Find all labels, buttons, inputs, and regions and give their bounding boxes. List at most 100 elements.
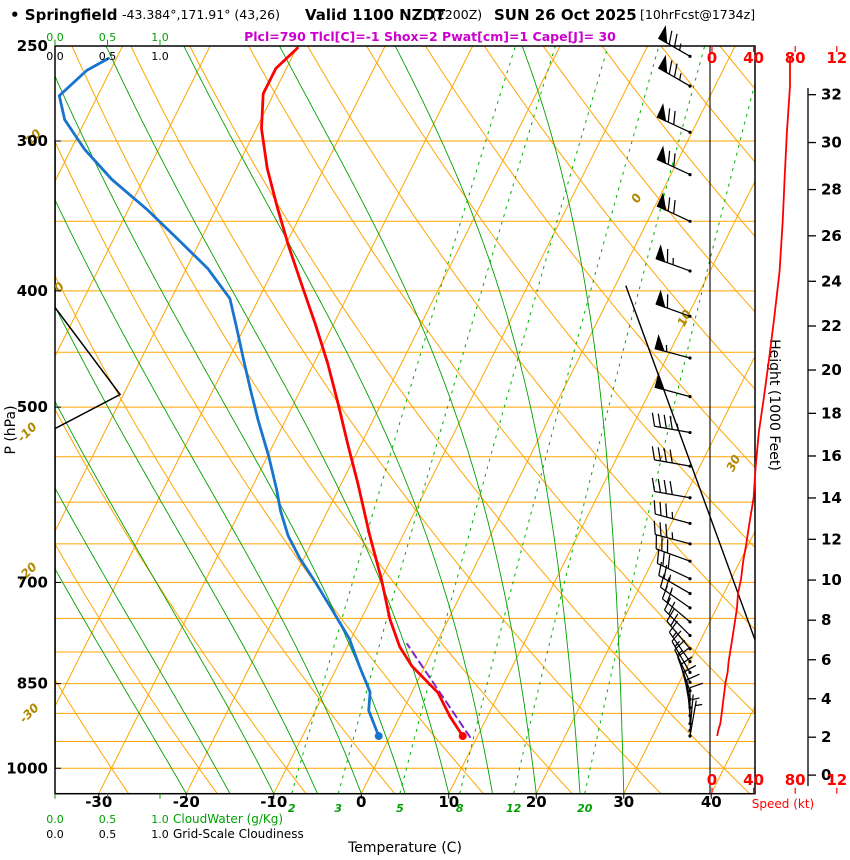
wind-barb (661, 585, 692, 624)
height-tick-label: 8 (821, 611, 831, 629)
cloudwater-scale-bottom: 0.0 (46, 813, 64, 826)
wind-barb (688, 700, 703, 738)
sounding-profiles (57, 46, 471, 741)
temperature-axis-title: Temperature (C) (347, 840, 462, 856)
cloudiness-scale-top: 1.0 (151, 50, 169, 63)
cloudwater-scale-bottom: 0.5 (99, 813, 117, 826)
dry-adiabat-label: 0 (51, 279, 67, 295)
mixing-ratio-labels: 2 3 5 8 12 20 (288, 802, 593, 815)
height-tick-label: 32 (821, 86, 842, 104)
mixing-ratio-label: 3 (334, 802, 342, 815)
height-tick-label: 22 (821, 317, 842, 335)
height-tick-label: 14 (821, 489, 842, 507)
mixing-ratio-label: 12 (506, 802, 522, 815)
cloudwater-scale-bottom: 1.0 (151, 813, 169, 826)
pressure-tick-label: 500 (17, 398, 48, 416)
height-tick-label: 16 (821, 447, 842, 465)
wind-barb (668, 620, 692, 664)
temperature-tick-label: 40 (701, 793, 722, 811)
wind-barb (654, 372, 692, 399)
background-lattice (55, 46, 755, 794)
dry-adiabat-grid (55, 46, 755, 794)
pressure-tick-label: 400 (17, 282, 48, 300)
temperature-tick-label: -30 (85, 793, 112, 811)
cloudiness-scale-bottom: 0.0 (46, 828, 64, 841)
station-coords: -43.384°,171.91° (43,26) (122, 7, 280, 22)
wind-barb (655, 244, 692, 273)
wind-barb (655, 289, 692, 318)
surface-dewpoint-dot (374, 732, 383, 741)
reference-line (625, 285, 755, 642)
sounding-parameters: Plcl=790 Tlcl[C]=-1 Shox=2 Pwat[cm]=1 Ca… (244, 29, 616, 44)
forecast-tag: [10hrFcst@1734z] (640, 7, 755, 22)
cloudiness-scale-bottom: 1.0 (151, 828, 169, 841)
isotherm-label: 30 (723, 453, 743, 474)
height-axis-title: Height (1000 Feet) (766, 339, 782, 471)
speed-tick-label-bottom: 80 (785, 771, 806, 789)
wind-speed-profile (716, 56, 791, 737)
height-tick-label: 10 (821, 571, 842, 589)
cloudiness-scale-top: 0.5 (99, 50, 117, 63)
height-tick-label: 0 (821, 766, 831, 784)
plot-frame (54, 45, 756, 795)
temperature-tick-label: 0 (356, 793, 366, 811)
isotherm-grid (55, 46, 755, 794)
temperature-tick-label: -10 (260, 793, 287, 811)
height-tick-label: 30 (821, 134, 842, 152)
wind-barb (671, 630, 692, 675)
temperature-curve (260, 46, 465, 738)
pressure-axis-labels: 250 300 400 500 700 850 1000 (6, 37, 61, 777)
cloudiness-scale-bottom: 0.5 (99, 828, 117, 841)
wind-barb (653, 500, 692, 525)
valid-time: Valid 1100 NZDT (305, 6, 446, 24)
speed-tick-label-bottom: 12 (826, 771, 847, 789)
temperature-tick-label: 30 (613, 793, 634, 811)
wind-barb (666, 609, 692, 651)
station-name: • Springfield (10, 6, 117, 24)
valid-zulu: (2200Z) (432, 7, 482, 22)
cloudwater-axis-title: CloudWater (g/Kg) (173, 812, 283, 826)
wind-barb (653, 520, 692, 546)
pressure-axis-title: P (hPa) (3, 405, 19, 454)
wind-barb (656, 192, 692, 223)
wind-barb (655, 535, 692, 563)
wind-barb (651, 477, 692, 500)
valid-date: SUN 26 Oct 2025 (494, 6, 637, 24)
wind-barb (663, 597, 692, 638)
dry-adiabat-label: -30 (17, 701, 42, 726)
height-tick-label: 24 (821, 272, 842, 290)
reference-lines (55, 141, 755, 769)
cloudwater-scale-top: 0.0 (46, 31, 64, 44)
speed-tick-label-top: 80 (785, 49, 806, 67)
height-tick-label: 18 (821, 404, 842, 422)
isotherm-label: 0 (628, 191, 644, 205)
cloudwater-scale-top: 0.5 (99, 31, 117, 44)
temperature-tick-label: -20 (173, 793, 200, 811)
wind-barb (657, 54, 692, 88)
isotherm-label: 10 (674, 308, 694, 329)
mixing-ratio-label: 20 (577, 802, 593, 815)
wind-barb (656, 145, 692, 177)
parcel-path-line (406, 643, 471, 739)
wind-barbs (651, 25, 704, 738)
pressure-tick-label: 1000 (6, 759, 48, 777)
wind-barb (658, 561, 692, 596)
height-tick-label: 20 (821, 361, 842, 379)
height-tick-label: 12 (821, 530, 842, 548)
height-tick-label: 6 (821, 651, 831, 669)
mixing-ratio-label: 8 (456, 802, 464, 815)
temperature-axis-labels: -30 -20 -10 0 10 20 30 40 (85, 793, 721, 811)
height-tick-label: 28 (821, 181, 842, 199)
cloud-scale-labels: 0.0 0.0 0.0 0.0 0.5 0.5 0.5 0.5 1.0 1.0 1.0 1.0 (46, 31, 169, 841)
isobar-grid (55, 140, 755, 769)
cloudiness-scale-top: 0.0 (46, 50, 64, 63)
surface-temp-dot (458, 732, 467, 741)
speed-tick-label-top: 12 (826, 49, 847, 67)
height-tick-label: 4 (821, 690, 831, 708)
wind-barb (656, 103, 692, 134)
